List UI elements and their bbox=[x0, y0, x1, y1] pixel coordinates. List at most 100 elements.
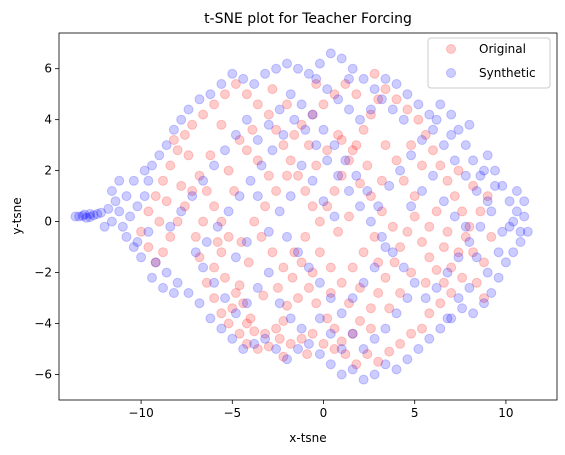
point-synthetic bbox=[209, 277, 220, 288]
point-original bbox=[336, 170, 347, 181]
point-synthetic bbox=[424, 109, 435, 120]
point-synthetic bbox=[420, 293, 431, 304]
point-synthetic bbox=[428, 170, 438, 181]
point-original bbox=[398, 175, 409, 186]
point-original bbox=[230, 79, 241, 89]
point-synthetic bbox=[81, 212, 92, 223]
point-original bbox=[190, 231, 201, 242]
point-original bbox=[424, 221, 435, 232]
point-original bbox=[311, 298, 322, 309]
point-original bbox=[296, 119, 307, 130]
point-original bbox=[172, 145, 183, 156]
point-synthetic bbox=[194, 298, 205, 309]
point-original bbox=[347, 328, 358, 339]
point-synthetic bbox=[325, 328, 336, 339]
point-original bbox=[176, 180, 187, 191]
point-synthetic bbox=[274, 206, 285, 217]
point-original bbox=[300, 231, 311, 242]
point-original bbox=[318, 338, 329, 349]
point-original bbox=[263, 341, 274, 352]
point-synthetic bbox=[482, 196, 493, 207]
point-original bbox=[325, 288, 336, 298]
point-synthetic bbox=[110, 196, 121, 207]
point-original bbox=[365, 109, 376, 120]
point-synthetic bbox=[376, 94, 387, 105]
point-synthetic bbox=[128, 242, 139, 253]
point-original bbox=[428, 145, 438, 156]
point-synthetic bbox=[460, 140, 471, 151]
point-original bbox=[322, 145, 333, 156]
point-synthetic bbox=[303, 262, 314, 273]
point-synthetic bbox=[106, 216, 117, 227]
point-original bbox=[384, 346, 395, 357]
point-synthetic bbox=[511, 186, 522, 196]
point-synthetic bbox=[285, 191, 296, 202]
point-original bbox=[289, 247, 300, 258]
point-original bbox=[212, 237, 223, 247]
point-original bbox=[249, 216, 260, 227]
point-synthetic bbox=[282, 231, 292, 242]
point-synthetic bbox=[205, 89, 216, 100]
point-synthetic bbox=[234, 191, 245, 202]
point-synthetic bbox=[79, 209, 90, 220]
point-original bbox=[293, 293, 303, 304]
point-original bbox=[307, 328, 318, 339]
point-synthetic bbox=[438, 196, 449, 207]
point-original bbox=[402, 226, 413, 237]
point-original bbox=[344, 211, 354, 222]
point-original bbox=[318, 99, 329, 110]
point-synthetic bbox=[344, 73, 354, 84]
point-synthetic bbox=[212, 221, 223, 232]
point-synthetic bbox=[340, 155, 351, 166]
point-original bbox=[435, 298, 446, 309]
point-original bbox=[486, 231, 497, 242]
chart-title: t-SNE plot for Teacher Forcing bbox=[204, 11, 412, 27]
point-synthetic bbox=[128, 175, 139, 186]
point-synthetic bbox=[369, 333, 380, 344]
point-original bbox=[241, 338, 252, 349]
point-synthetic bbox=[325, 48, 336, 59]
point-original bbox=[358, 247, 369, 258]
point-synthetic bbox=[347, 364, 358, 375]
point-synthetic bbox=[504, 221, 515, 232]
point-synthetic bbox=[143, 226, 154, 237]
legend-marker-synthetic bbox=[446, 68, 456, 78]
point-original bbox=[322, 313, 333, 324]
point-original bbox=[373, 356, 384, 367]
point-original bbox=[369, 68, 380, 79]
point-synthetic bbox=[249, 79, 260, 89]
point-synthetic bbox=[143, 175, 154, 186]
point-original bbox=[201, 277, 212, 288]
point-original bbox=[307, 267, 318, 278]
point-synthetic bbox=[92, 209, 103, 219]
point-synthetic bbox=[475, 221, 486, 232]
point-synthetic bbox=[384, 180, 395, 191]
point-original bbox=[272, 282, 283, 293]
point-synthetic bbox=[241, 114, 252, 125]
point-original bbox=[431, 265, 442, 275]
point-original bbox=[245, 313, 256, 324]
point-original bbox=[282, 99, 292, 110]
point-original bbox=[406, 140, 417, 151]
point-synthetic bbox=[446, 313, 457, 324]
point-original bbox=[234, 280, 245, 291]
point-synthetic bbox=[336, 53, 347, 64]
point-original bbox=[420, 129, 431, 140]
point-synthetic bbox=[314, 58, 325, 69]
point-synthetic bbox=[471, 252, 482, 263]
point-synthetic bbox=[267, 145, 278, 156]
point-original bbox=[267, 84, 278, 95]
point-synthetic bbox=[161, 267, 172, 278]
point-original bbox=[311, 160, 322, 171]
point-synthetic bbox=[442, 267, 453, 278]
point-original bbox=[267, 247, 278, 258]
point-original bbox=[274, 333, 285, 344]
point-synthetic bbox=[260, 68, 271, 79]
point-synthetic bbox=[468, 155, 479, 166]
point-synthetic bbox=[85, 209, 95, 219]
x-axis-ticks: −10 −5 0 5 10 bbox=[128, 400, 514, 420]
point-original bbox=[351, 140, 362, 151]
legend-box bbox=[427, 37, 551, 89]
point-original bbox=[223, 318, 234, 329]
point-synthetic bbox=[519, 211, 530, 222]
